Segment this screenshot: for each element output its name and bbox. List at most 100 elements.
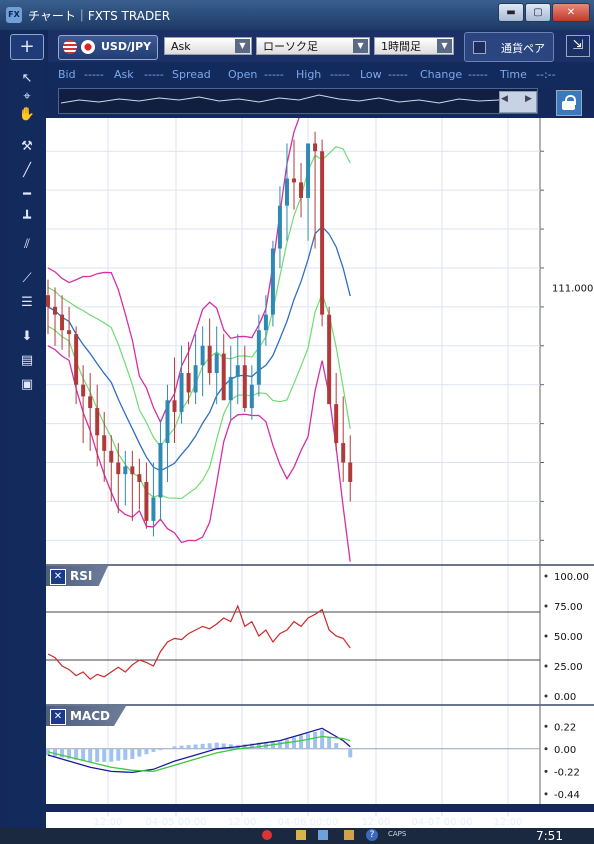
rsi-tick-dot — [544, 664, 548, 668]
scroll-right-icon[interactable]: ▶ — [525, 94, 532, 104]
time-axis-label: 04-05 00:00 — [145, 817, 206, 828]
crosshair-pointer-icon[interactable]: ⌖ — [23, 89, 31, 104]
currency-pair-checkbox[interactable] — [473, 41, 486, 54]
horizontal-line-icon[interactable]: ━ — [23, 187, 31, 202]
macd-histogram-bar — [299, 735, 304, 749]
tray-network-icon[interactable] — [318, 830, 328, 840]
macd-histogram-bar — [228, 744, 233, 749]
macd-histogram-bar — [221, 743, 226, 749]
clock: 7:51 — [536, 829, 563, 843]
fan-lines-icon[interactable]: ⟋ — [22, 271, 32, 286]
macd-pane-label: MACD — [70, 709, 110, 723]
candle-body — [95, 408, 100, 436]
caps-indicator: CAPS — [388, 830, 407, 838]
candle-body — [67, 330, 72, 335]
rsi-tick-dot — [544, 694, 548, 698]
macd-histogram-bar — [249, 743, 254, 749]
rsi-tick-dot — [544, 604, 548, 608]
bollinger-lower-2sigma — [47, 345, 351, 562]
candle-body — [172, 400, 177, 412]
macd-histogram-bar — [256, 742, 261, 749]
macd-histogram-bar — [74, 748, 79, 760]
currency-pair-button[interactable]: 通貨ペア — [464, 32, 554, 62]
candle-body — [151, 497, 156, 521]
fibonacci-icon[interactable]: ☰ — [21, 295, 33, 310]
list-icon[interactable]: ▤ — [20, 353, 34, 368]
tray-box-icon[interactable] — [344, 830, 354, 840]
macd-histogram-bar — [95, 748, 100, 762]
macd-histogram-bar — [67, 748, 72, 759]
chart-navigator[interactable]: ◀ ▶ — [58, 88, 538, 114]
rsi-close-icon[interactable]: ✕ — [50, 569, 66, 585]
macd-tick-label: -0.22 — [554, 767, 580, 778]
tray-folder-icon[interactable] — [296, 830, 306, 840]
candle-body — [334, 404, 339, 444]
macd-histogram-bar — [334, 743, 339, 749]
high-label: High — [296, 68, 322, 81]
candle-body — [144, 481, 149, 521]
symbol-selector[interactable]: USD/JPY — [58, 35, 158, 60]
bollinger-upper-1sigma — [47, 145, 351, 448]
change-label: Change — [420, 68, 463, 81]
macd-histogram-bar — [151, 748, 156, 752]
candle-body — [284, 178, 289, 206]
add-chart-button[interactable]: + — [10, 34, 44, 60]
candle-body — [263, 314, 268, 331]
maximize-button[interactable]: ▢ — [525, 3, 551, 22]
macd-tick-dot — [544, 747, 548, 751]
open-label: Open — [228, 68, 258, 81]
candle-body — [74, 334, 79, 385]
window-title: チャート｜FXTS TRADER — [28, 9, 171, 23]
hammer-icon[interactable]: ⚒ — [21, 139, 33, 154]
macd-histogram-bar — [313, 731, 318, 749]
chart-canvas[interactable]: 111.000 100.00 75.00 50.00 25.00 0.00 0.22 0.00… — [46, 28, 594, 828]
parallel-lines-icon[interactable]: ⫽ — [24, 237, 30, 252]
chart-type-select[interactable]: ローソク足 ▼ — [256, 37, 370, 55]
candle-body — [341, 443, 346, 463]
scroll-left-icon[interactable]: ◀ — [501, 94, 508, 104]
macd-histogram-bar — [165, 748, 170, 749]
download-icon[interactable]: ⬇ — [21, 329, 33, 344]
help-icon[interactable]: ? — [366, 829, 378, 841]
minimize-button[interactable]: ▬ — [498, 3, 524, 22]
candle-body — [123, 466, 128, 475]
vertical-line-icon[interactable]: ┻ — [23, 211, 31, 226]
candle-body — [53, 306, 58, 315]
macd-histogram-bar — [292, 737, 296, 749]
candle-body — [313, 143, 318, 152]
macd-histogram-bar — [270, 742, 275, 749]
price-type-select[interactable]: Ask ▼ — [164, 37, 252, 55]
signal-line — [47, 735, 351, 773]
rsi-pane-tab[interactable]: ✕ RSI — [46, 566, 108, 586]
timeframe-select[interactable]: 1時間足 ▼ — [374, 37, 454, 55]
macd-pane-tab[interactable]: ✕ MACD — [46, 706, 126, 726]
bid-label: Bid — [58, 68, 76, 81]
taskbar: ? CAPS 7:51 — [0, 828, 594, 844]
time-axis-label: 04-07 00:00 — [411, 817, 472, 828]
close-button[interactable]: ✕ — [552, 3, 590, 22]
navigator-scroll-handle[interactable] — [499, 91, 537, 113]
app-icon: FX — [6, 7, 22, 23]
candle-body — [256, 330, 261, 385]
candle-body — [228, 376, 233, 401]
drawing-toolbar: + ↖ ⌖ ✋ ⚒ ╱ ━ ┻ ⫽ ⟋ ☰ ⬇ ▤ ▣ — [8, 30, 46, 828]
macd-histogram-bar — [284, 739, 289, 749]
chevron-down-icon: ▼ — [235, 39, 250, 53]
candle-body — [158, 443, 163, 498]
macd-close-icon[interactable]: ✕ — [50, 709, 66, 725]
pointer-icon[interactable]: ↖ — [21, 71, 33, 86]
macd-tick-dot — [544, 792, 548, 796]
expand-icon[interactable]: ⇲ — [566, 35, 590, 57]
candle-body — [214, 353, 219, 374]
macd-tick-dot — [544, 724, 548, 728]
lock-icon[interactable] — [556, 90, 582, 116]
rsi-tick-label: 100.00 — [554, 572, 589, 583]
hand-icon[interactable]: ✋ — [18, 107, 36, 122]
macd-histogram-bar — [200, 743, 205, 749]
trend-line-icon[interactable]: ╱ — [23, 163, 31, 178]
chart-area[interactable]: 111.000 100.00 75.00 50.00 25.00 0.00 0.22 0.00… — [46, 28, 594, 828]
candle-body — [165, 400, 170, 444]
macd-histogram-bar — [102, 748, 107, 762]
tray-alert-icon[interactable] — [262, 830, 272, 840]
camera-icon[interactable]: ▣ — [20, 377, 34, 392]
